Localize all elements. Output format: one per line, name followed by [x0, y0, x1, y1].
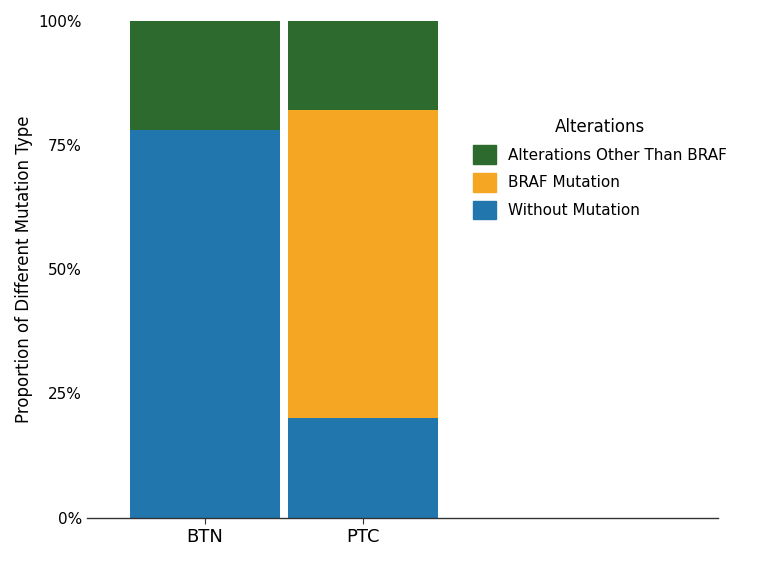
Y-axis label: Proportion of Different Mutation Type: Proportion of Different Mutation Type [15, 116, 33, 423]
Bar [288, 111, 438, 419]
Bar [288, 419, 438, 518]
Bar [131, 130, 280, 518]
Bar [288, 21, 438, 111]
Bar [131, 21, 280, 130]
Legend: Alterations Other Than BRAF, BRAF Mutation, Without Mutation: Alterations Other Than BRAF, BRAF Mutati… [473, 118, 727, 219]
